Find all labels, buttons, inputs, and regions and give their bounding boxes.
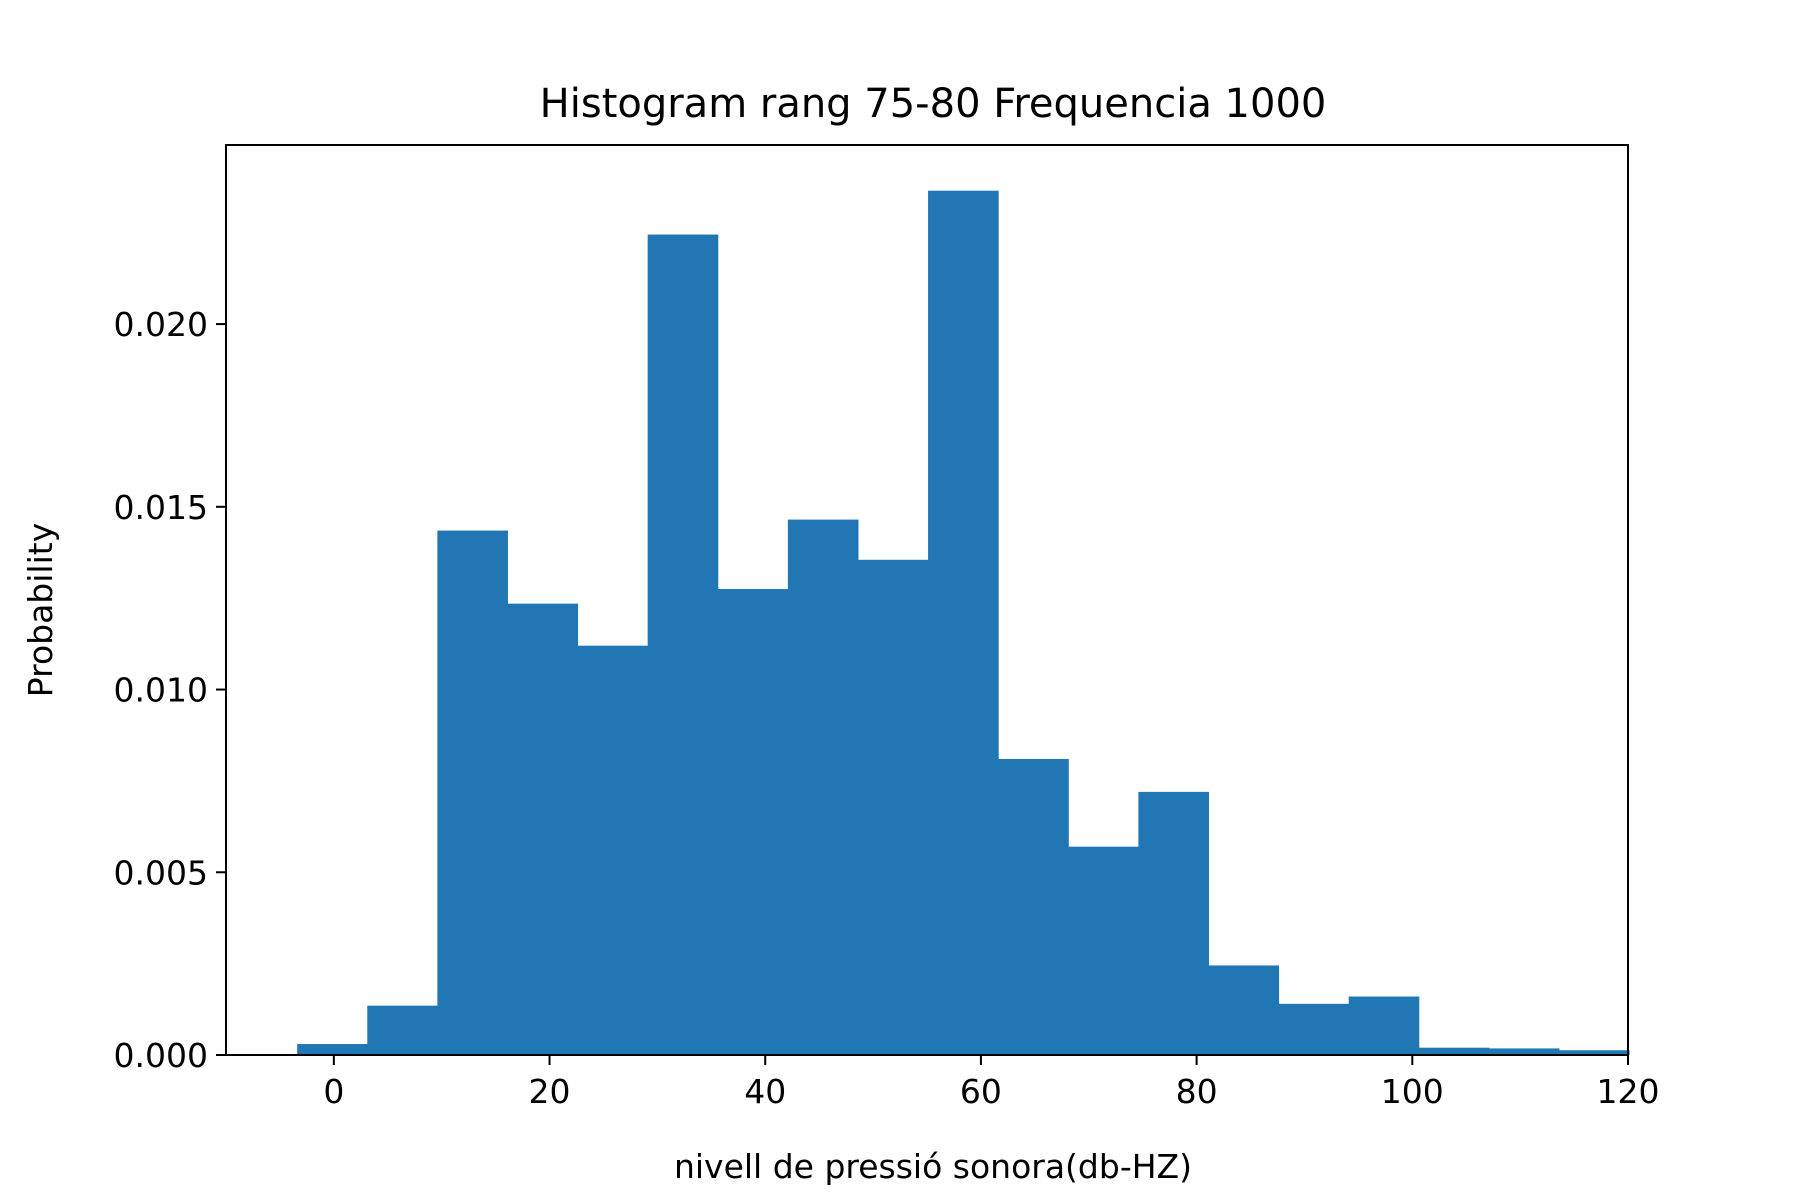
histogram-bar	[1488, 1048, 1560, 1055]
histogram-bar	[647, 234, 719, 1055]
y-tick-label: 0.010	[114, 671, 208, 710]
x-tick-label: 40	[744, 1072, 786, 1111]
y-tick-label: 0.015	[114, 488, 208, 527]
histogram-bar	[577, 645, 649, 1055]
y-tick-label: 0.000	[114, 1036, 208, 1075]
x-tick-label: 100	[1381, 1072, 1444, 1111]
histogram-bar	[857, 559, 929, 1055]
histogram-bar	[1348, 996, 1420, 1055]
y-tick-label: 0.005	[114, 853, 208, 892]
histogram-bar	[1138, 791, 1209, 1055]
x-tick-label: 120	[1597, 1072, 1660, 1111]
histogram-bar	[507, 603, 579, 1055]
histogram-bar	[437, 530, 508, 1055]
histogram-bar	[1418, 1047, 1490, 1055]
x-tick-label: 20	[529, 1072, 571, 1111]
histogram-bar	[787, 519, 859, 1055]
histogram-bar	[1278, 1003, 1350, 1055]
y-axis: 0.000 0.005 0.010 0.015 0.020	[114, 305, 226, 1075]
y-tick-label: 0.020	[114, 305, 208, 344]
x-tick-label: 0	[323, 1072, 344, 1111]
histogram-bar	[1558, 1050, 1630, 1055]
plot-frame	[225, 144, 1629, 1056]
histogram-bar	[1068, 846, 1139, 1055]
histogram-bar	[928, 190, 999, 1055]
histogram-bar	[297, 1044, 368, 1055]
histogram-bar	[1208, 965, 1280, 1055]
bars-group	[297, 190, 1630, 1055]
x-axis-label: nivell de pressió sonora(db-HZ)	[674, 1147, 1192, 1186]
x-tick-label: 60	[960, 1072, 1002, 1111]
x-tick-label: 80	[1176, 1072, 1218, 1111]
y-axis-label: Probability	[21, 523, 60, 697]
chart-title: Histogram rang 75-80 Frequencia 1000	[540, 81, 1327, 127]
histogram-bar	[998, 758, 1069, 1055]
histogram-bar	[717, 589, 789, 1055]
x-axis: 0 20 40 60 80 100 120	[323, 1055, 1660, 1111]
histogram-bar	[367, 1005, 438, 1055]
